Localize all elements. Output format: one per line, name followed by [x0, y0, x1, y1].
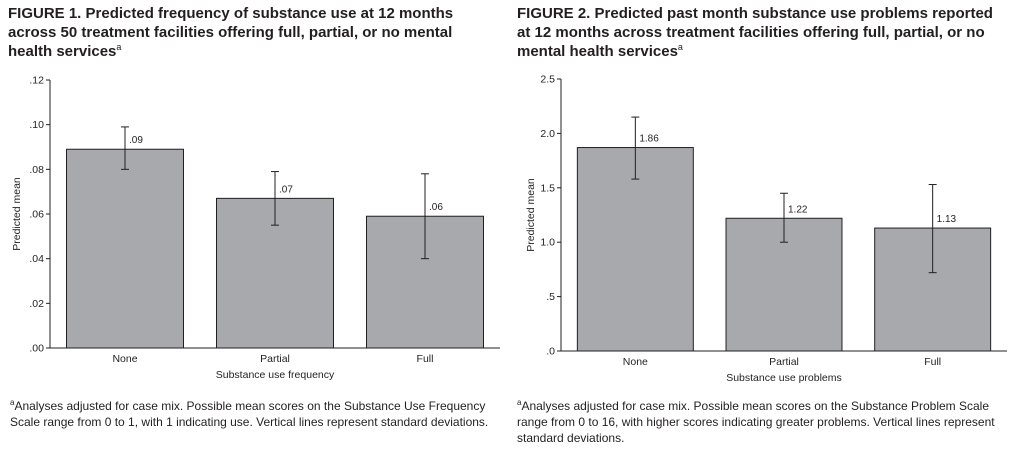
chart-1-y-tick-label: .00	[29, 343, 44, 355]
figure-2-footnote-text: Analyses adjusted for case mix. Possible…	[517, 399, 995, 445]
chart-1-data-label: .09	[129, 135, 143, 146]
figure-1-title-sup: a	[116, 42, 122, 52]
figure-2-footnote: aAnalyses adjusted for case mix. Possibl…	[517, 398, 1009, 446]
figure-1-chart: .00 .02 .04 .06 .08 .10 .12 Predicted mean .09 No…	[11, 75, 500, 381]
chart-1-category-label: Partial	[260, 353, 290, 365]
chart-1-y-tick-label: .04	[29, 253, 44, 265]
chart-2-y-axis-label: Predicted mean	[525, 178, 537, 252]
chart-2-data-label: 1.13	[937, 214, 957, 225]
chart-2-category-label: Partial	[769, 356, 799, 368]
chart-2-y-tick-label: 2.0	[540, 128, 555, 140]
figure-1-footnote: aAnalyses adjusted for case mix. Possibl…	[10, 398, 502, 430]
chart-1-y-tick-label: .10	[29, 119, 44, 131]
chart-1-data-label: .07	[279, 184, 293, 195]
figure-2-panel: FIGURE 2. Predicted past month substance…	[512, 0, 1024, 465]
chart-1-category-label: None	[112, 353, 137, 365]
chart-1-category-label: Full	[417, 353, 434, 365]
chart-1-y-tick-label: .08	[29, 164, 44, 176]
chart-1-y-tick-label: .12	[29, 75, 44, 87]
figure-1-footnote-text: Analyses adjusted for case mix. Possible…	[10, 399, 489, 429]
chart-1-data-label: .06	[429, 202, 443, 213]
figure-2-footnote-sup: a	[517, 398, 522, 407]
figure-2-title-prefix: FIGURE 2.	[517, 5, 591, 22]
chart-2-y-tick-label: .5	[546, 291, 555, 303]
figure-1-title: FIGURE 1. Predicted frequency of substan…	[8, 4, 498, 61]
chart-2-y-tick-label: 2.5	[540, 74, 555, 86]
chart-2-category-label: None	[623, 356, 648, 368]
chart-1-y-axis-label: Predicted mean	[11, 177, 23, 251]
chart-2-y-tick-label: 1.5	[540, 182, 555, 194]
chart-2-y-tick-label: .0	[546, 346, 555, 358]
chart-2-bar-none	[576, 147, 694, 352]
chart-1-bar-none	[66, 148, 184, 349]
figure-2-title: FIGURE 2. Predicted past month substance…	[517, 4, 1007, 61]
figure-1-title-text: Predicted frequency of substance use at …	[8, 5, 454, 60]
figure-2-chart: .0 .5 1.0 1.5 2.0 2.5 Predicted mean 1.86 None 1.…	[525, 74, 1007, 384]
figure-1-panel: FIGURE 1. Predicted frequency of substan…	[8, 4, 502, 430]
chart-2-data-label: 1.22	[788, 204, 808, 215]
figure-2-title-sup: a	[677, 42, 683, 52]
figure-1-title-prefix: FIGURE 1.	[8, 5, 82, 22]
chart-1-y-tick-label: .06	[29, 209, 44, 221]
chart-2-y-tick-label: 1.0	[540, 237, 555, 249]
chart-2-category-label: Full	[924, 356, 941, 368]
figure-1-footnote-sup: a	[10, 398, 15, 407]
chart-2-x-axis-label: Substance use problems	[726, 372, 842, 384]
chart-2-data-label: 1.86	[639, 134, 659, 145]
chart-1-x-axis-label: Substance use frequency	[216, 369, 335, 381]
chart-1-y-tick-label: .02	[29, 298, 44, 310]
figure-2-title-text: Predicted past month substance use probl…	[517, 5, 993, 60]
